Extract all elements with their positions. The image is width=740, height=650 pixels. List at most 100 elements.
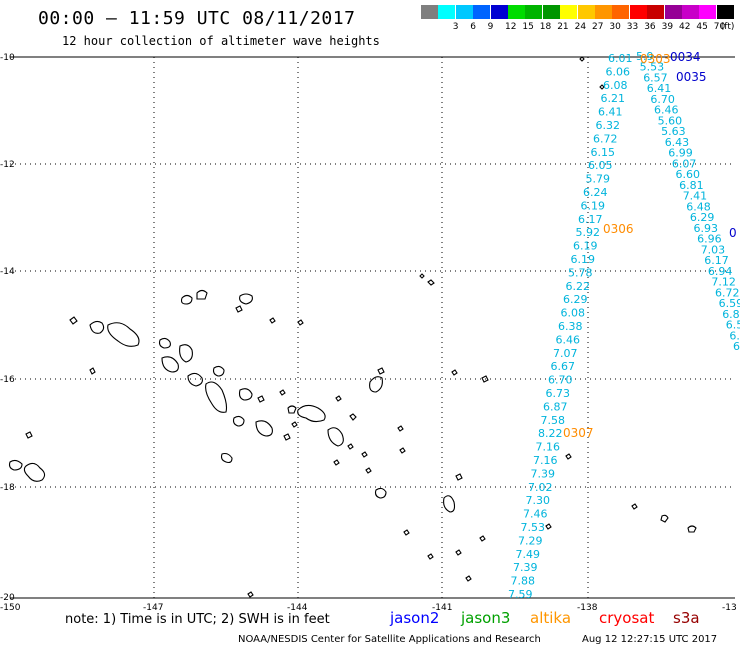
island-outline	[196, 289, 208, 300]
wave-height-label: 8.22	[538, 427, 563, 440]
island-outline	[479, 535, 486, 542]
time-label: 0034	[670, 50, 701, 64]
wave-height-label: 6.59	[719, 297, 740, 310]
legend-swatch	[560, 5, 578, 19]
legend-swatch	[525, 5, 543, 19]
island-outline	[158, 337, 171, 349]
legend-swatch	[490, 5, 508, 19]
island-outline	[335, 395, 342, 402]
y-axis-label: -16	[0, 375, 15, 385]
legend-tick-label: 39	[661, 22, 674, 32]
wave-height-label: 7.88	[511, 575, 536, 588]
wave-height-label: 6.46	[556, 333, 581, 346]
legend-tick-label: 21	[557, 22, 569, 32]
island-outline	[660, 514, 669, 523]
x-axis-label: -144	[287, 603, 308, 613]
island-outline	[545, 523, 552, 530]
legend-tick-label: 3	[452, 22, 459, 32]
island-outline	[291, 421, 298, 428]
legend-tick-label: 9	[487, 22, 494, 32]
wave-height-label: 5.60	[658, 114, 683, 127]
wave-height-label: 6.57	[643, 72, 668, 85]
wave-height-label: 6.41	[647, 82, 672, 95]
x-axis-label: -150	[0, 603, 21, 613]
island-outline	[397, 425, 404, 432]
island-outline	[599, 84, 605, 90]
island-outline	[451, 369, 458, 376]
legend-satellite: altika	[530, 609, 572, 627]
x-axis-labels: -150 -147 -144 -141 -138 -13	[0, 603, 737, 613]
wave-height-label: 6.72	[715, 286, 740, 299]
island-outline	[238, 388, 253, 401]
legend-swatch	[647, 5, 665, 19]
wave-height-label: 6.19	[571, 253, 596, 266]
wave-height-label: 7.30	[526, 494, 551, 507]
wave-height-label: 7.39	[513, 561, 538, 574]
island-outline	[187, 372, 203, 387]
legend-tick-label: 33	[626, 22, 639, 32]
wave-height-label: 6.29	[563, 293, 588, 306]
wave-height-label: 6.46	[654, 104, 679, 117]
wave-height-label: 6.94	[708, 265, 733, 278]
legend-tick-label: 27	[592, 22, 604, 32]
wave-height-label: 5.79	[586, 173, 611, 186]
legend-satellite: jason2	[390, 609, 440, 627]
wave-height-label: 7.59	[508, 588, 533, 601]
wave-height-label: 6.72	[593, 132, 618, 145]
wave-height-label: 6.70	[650, 93, 675, 106]
island-outline	[403, 529, 410, 536]
legend-tick-label: 42	[679, 22, 691, 32]
legend-tick-label: 70	[713, 22, 726, 32]
island-outline	[333, 459, 340, 466]
y-axis-label: -10	[0, 53, 15, 63]
time-label: 0307	[563, 426, 594, 440]
legend-tick-label: 36	[644, 22, 656, 32]
time-labels: 0303 0034 0035 0306 0307 0	[563, 50, 737, 440]
altimeter-track: 5.95.536.576.416.706.465.605.636.436.996…	[636, 50, 740, 353]
island-outline	[455, 473, 463, 481]
island-outline	[205, 381, 228, 413]
wave-height-label: 6.17	[704, 254, 729, 267]
wave-height-label: 7.16	[536, 441, 561, 454]
island-outline	[279, 389, 286, 396]
legend-tick-label: 6	[470, 22, 476, 32]
wave-height-label: 5.9	[636, 50, 654, 63]
legend-swatch	[455, 5, 473, 19]
time-label: 0	[729, 226, 737, 240]
island-outline	[369, 376, 383, 393]
legend-swatch	[612, 5, 630, 19]
y-axis-label: -20	[0, 593, 15, 603]
wave-height-label: 7.58	[541, 414, 566, 427]
wave-height-label: 6.99	[668, 147, 693, 160]
footer-note: note: 1) Time is in UTC; 2) SWH is in fe…	[65, 612, 330, 627]
y-axis-label: -18	[0, 483, 15, 493]
wave-height-label: 6.87	[543, 400, 568, 413]
island-outline	[481, 375, 489, 383]
island-outline	[180, 294, 193, 305]
island-outline	[69, 316, 78, 325]
island-outline	[443, 495, 456, 513]
wave-height-label: 6.70	[548, 374, 573, 387]
legend-tick-label: 30	[609, 22, 621, 32]
wave-height-label: 6.67	[551, 360, 576, 373]
legend-swatch	[595, 5, 612, 19]
wave-height-label: 7.02	[528, 481, 553, 494]
island-outline	[269, 317, 276, 324]
legend-swatch	[421, 5, 438, 19]
legend-swatch	[508, 5, 525, 19]
wave-height-label: 7.39	[531, 467, 556, 480]
wave-height-label: 5.63	[661, 125, 686, 138]
island-outline	[427, 553, 434, 560]
legend-swatch	[577, 5, 595, 19]
wave-height-label: 6.01	[608, 52, 633, 65]
island-outline	[347, 443, 354, 450]
island-outline	[23, 462, 46, 482]
island-outline	[419, 273, 425, 279]
island-outline	[89, 320, 105, 334]
wave-height-label: 6.8	[722, 308, 740, 321]
x-axis-label: -13	[722, 603, 737, 613]
island-outline	[257, 395, 265, 403]
island-outline	[455, 549, 462, 556]
wave-height-label: 6.	[733, 340, 740, 353]
island-outline	[107, 322, 140, 347]
